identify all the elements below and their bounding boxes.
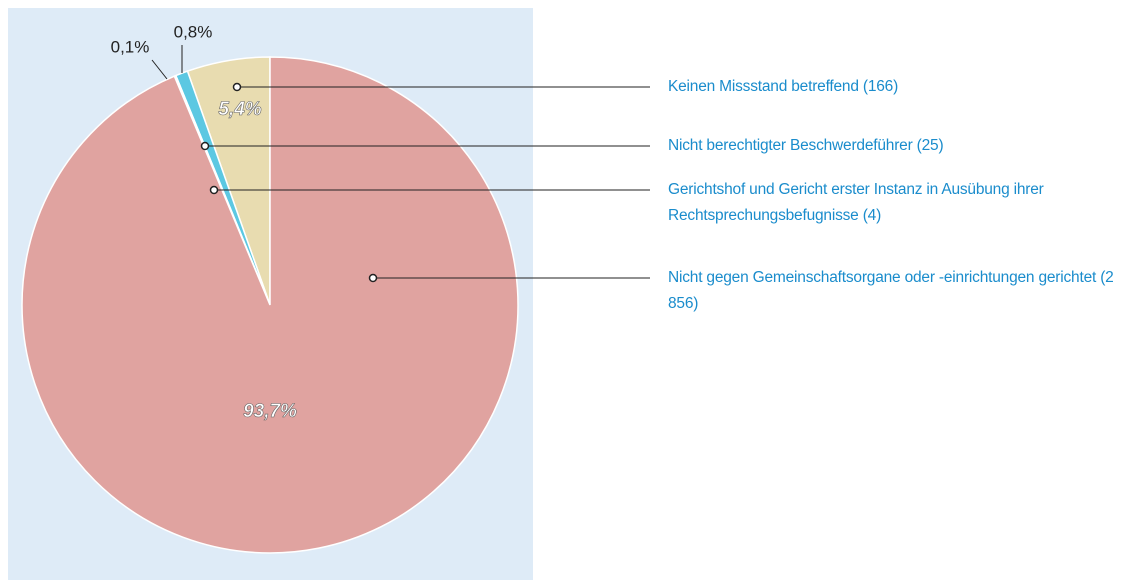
legend-label: Gerichtshof und Gericht erster Instanz i… <box>668 181 1044 224</box>
legend-dot <box>209 185 219 195</box>
leader-line <box>151 59 168 80</box>
data-label: 0,1% <box>111 37 150 56</box>
legend-label: Nicht gegen Gemeinschaftsorgane oder -ei… <box>668 269 1114 312</box>
legend-dot <box>368 273 378 283</box>
legend-dot <box>200 141 210 151</box>
legend-label: Nicht berechtigter Beschwerdeführer (25) <box>668 137 944 154</box>
data-label: 0,8% <box>174 22 213 41</box>
data-label: 93,7% <box>243 401 297 422</box>
pie-slice <box>21 56 519 554</box>
legend-dot <box>232 82 242 92</box>
legend-label: Keinen Missstand betreffend (166) <box>668 78 899 95</box>
data-label: 5,4% <box>218 99 261 120</box>
